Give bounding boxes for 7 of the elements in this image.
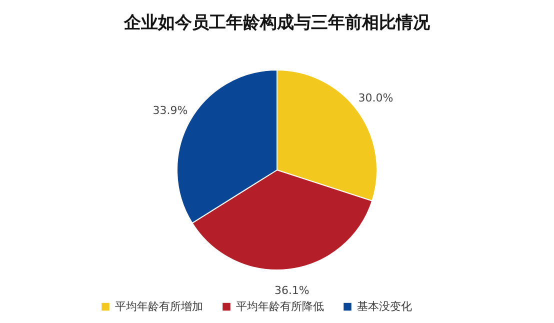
legend-label: 基本没变化 [357,300,412,313]
data-label: 36.1% [274,284,310,298]
data-label: 30.0% [358,91,394,104]
legend-label: 平均年龄有所增加 [115,300,203,313]
data-label: 33.9% [152,104,188,117]
legend-label: 平均年龄有所降低 [236,300,324,313]
chart-title: 企业如今员工年龄构成与三年前相比情况 [123,13,431,33]
